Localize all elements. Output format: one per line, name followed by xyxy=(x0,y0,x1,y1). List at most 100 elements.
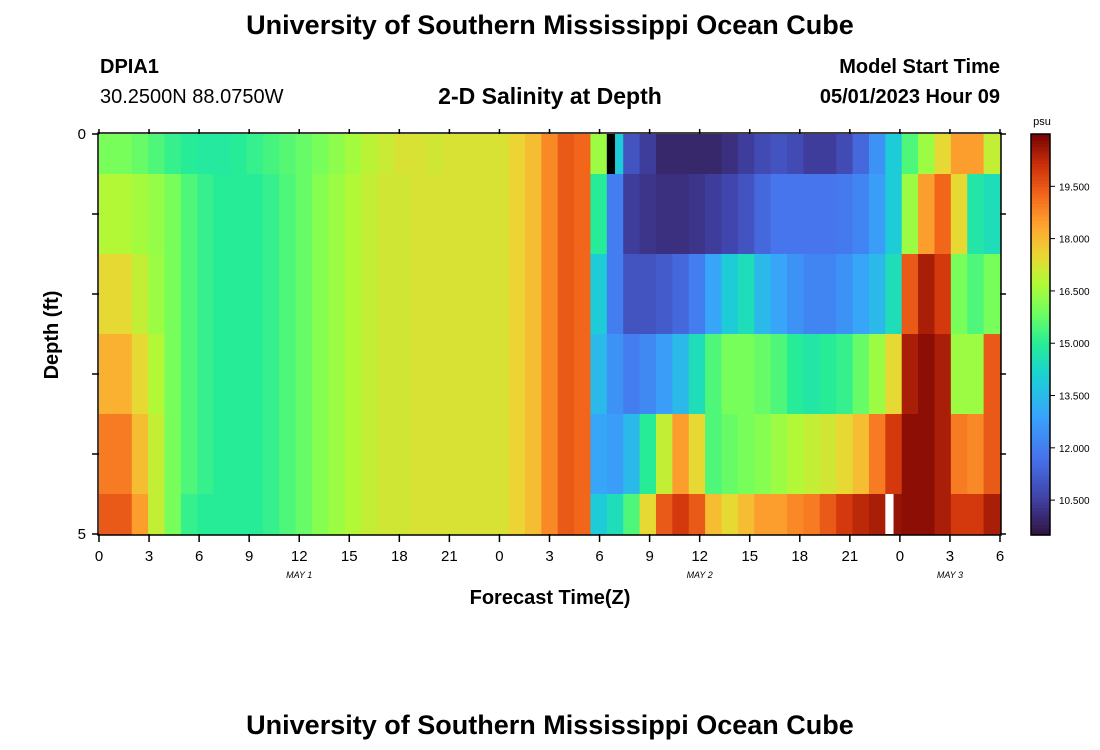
colorbar-swatch xyxy=(1031,478,1050,483)
heatmap-cell xyxy=(410,334,428,415)
heatmap-cell xyxy=(279,134,297,175)
colorbar-swatch xyxy=(1031,134,1050,138)
heatmap-cell xyxy=(410,134,428,175)
heatmap-cell xyxy=(246,134,264,175)
heatmap-cell xyxy=(131,494,149,535)
colorbar-swatch xyxy=(1031,488,1050,493)
colorbar-swatch xyxy=(1031,281,1050,285)
heatmap-cell xyxy=(901,414,919,495)
colorbar-swatch xyxy=(1031,240,1050,245)
heatmap-cell xyxy=(410,494,428,535)
heatmap-cell xyxy=(721,334,739,415)
heatmap-cell xyxy=(131,414,149,495)
heatmap-cell xyxy=(508,134,526,175)
colorbar-swatch xyxy=(1031,237,1050,242)
heatmap-cell xyxy=(344,134,362,175)
heatmap-cell xyxy=(770,414,788,495)
heatmap-cell xyxy=(443,494,460,535)
heatmap-cell xyxy=(868,414,886,495)
heatmap-cell xyxy=(262,254,280,335)
heatmap-cell xyxy=(574,134,592,175)
heatmap-cell xyxy=(443,334,460,415)
heatmap-cell xyxy=(918,254,936,335)
heatmap-cell xyxy=(950,334,968,415)
heatmap-cell xyxy=(262,134,280,175)
heatmap-cell xyxy=(983,494,1001,535)
heatmap-cell xyxy=(950,494,968,535)
station-id: DPIA1 xyxy=(100,56,159,78)
heatmap-cell xyxy=(868,334,886,415)
colorbar-swatch xyxy=(1031,391,1050,396)
colorbar-swatch xyxy=(1031,200,1050,205)
heatmap-cell xyxy=(230,254,248,335)
heatmap-cell xyxy=(688,494,706,535)
colorbar-swatch xyxy=(1031,364,1050,369)
heatmap-cell xyxy=(836,334,854,415)
heatmap-cell xyxy=(672,334,690,415)
colorbar-swatch xyxy=(1031,284,1050,289)
x-tick-label: 18 xyxy=(791,548,808,565)
colorbar-swatch xyxy=(1031,451,1050,456)
station-coordinates: 30.2500N 88.0750W xyxy=(100,86,284,108)
heatmap-cell xyxy=(787,254,805,335)
colorbar-swatch xyxy=(1031,160,1050,165)
colorbar-swatch xyxy=(1031,354,1050,359)
heatmap-cell xyxy=(459,334,477,415)
colorbar-swatch xyxy=(1031,511,1050,516)
heatmap-cell xyxy=(803,254,821,335)
heatmap-cell xyxy=(836,174,854,255)
colorbar-swatch xyxy=(1031,431,1050,436)
footer-title: University of Southern Mississippi Ocean… xyxy=(246,710,854,740)
colorbar-swatch xyxy=(1031,271,1050,275)
heatmap-cell xyxy=(819,254,837,335)
heatmap-cell xyxy=(508,254,526,335)
colorbar-swatch xyxy=(1031,394,1050,399)
heatmap-cell xyxy=(328,414,346,495)
colorbar-swatch xyxy=(1031,521,1050,526)
colorbar-unit: psu xyxy=(1033,116,1051,128)
colorbar-swatch xyxy=(1031,484,1050,489)
colorbar-swatch xyxy=(1031,207,1050,212)
heatmap-cell xyxy=(721,134,739,175)
heatmap-cell xyxy=(574,334,592,415)
heatmap-cell xyxy=(115,254,133,335)
heatmap-cell xyxy=(541,414,559,495)
missing-data-mark xyxy=(885,494,894,534)
colorbar-swatch xyxy=(1031,144,1050,148)
heatmap-cell xyxy=(459,414,477,495)
heatmap-cell xyxy=(655,254,673,335)
heatmap-cell xyxy=(328,334,346,415)
colorbar-swatch xyxy=(1031,214,1050,219)
colorbar-swatch xyxy=(1031,367,1050,372)
heatmap-cell xyxy=(393,134,411,175)
heatmap-cell xyxy=(393,494,411,535)
y-tick-label: 0 xyxy=(78,126,86,143)
heatmap-cell xyxy=(918,414,936,495)
colorbar-swatch xyxy=(1031,234,1050,239)
colorbar-legend: 19.500 18.000 16.500 15.000 13.500 12.000 10.5… xyxy=(1030,133,1090,536)
heatmap-cell xyxy=(639,254,657,335)
heatmap-cell xyxy=(623,334,641,415)
heatmap-cell xyxy=(574,414,592,495)
heatmap-cell xyxy=(787,134,805,175)
heatmap-cell xyxy=(606,334,624,415)
heatmap-cell xyxy=(819,414,837,495)
heatmap-cell xyxy=(295,254,313,335)
heatmap-cell xyxy=(459,494,477,535)
colorbar-swatch xyxy=(1031,140,1050,145)
heatmap-cell xyxy=(295,414,313,495)
heatmap-cell xyxy=(639,334,657,415)
heatmap-cell xyxy=(590,494,608,535)
heatmap-cell xyxy=(115,134,133,175)
colorbar-swatch xyxy=(1031,137,1050,142)
heatmap-cell xyxy=(328,254,346,335)
x-tick-label: 0 xyxy=(495,548,503,565)
y-axis: 05 xyxy=(78,126,1006,543)
colorbar-swatch xyxy=(1031,337,1050,342)
heatmap-cell xyxy=(918,494,936,535)
heatmap-cell xyxy=(737,494,755,535)
heatmap-cell xyxy=(361,254,379,335)
heatmap-cell xyxy=(213,414,231,495)
heatmap-cell xyxy=(868,254,886,335)
